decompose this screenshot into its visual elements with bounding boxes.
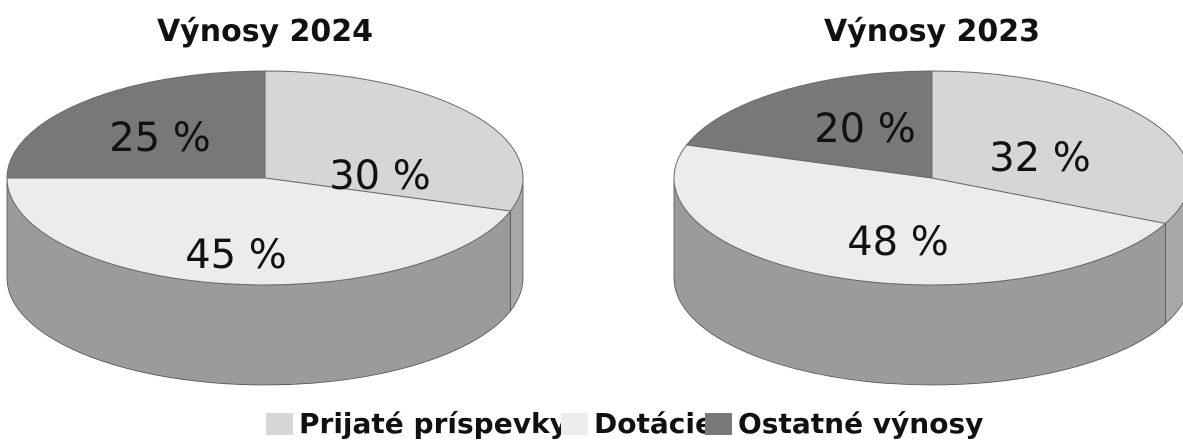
chart-title-2024: Výnosy 2024: [157, 14, 373, 49]
pie-label-dotacie: 48 %: [847, 219, 949, 265]
pie-label-dotacie: 45 %: [185, 232, 287, 278]
legend-label-ostatne-vynosy: Ostatné výnosy: [738, 407, 983, 440]
pie-label-prijate-prispevky: 30 %: [329, 153, 431, 199]
legend: Prijaté príspevky Dotácie Ostatné výnosy: [266, 407, 983, 440]
chart-title-2023: Výnosy 2023: [824, 14, 1040, 49]
legend-label-prijate-prispevky: Prijaté príspevky: [299, 407, 568, 440]
legend-label-dotacie: Dotácie: [594, 407, 714, 440]
legend-swatch-ostatne-vynosy: [705, 413, 732, 435]
pie-label-prijate-prispevky: 32 %: [989, 135, 1091, 181]
pie-chart-2023: 32 % 48 % 20 %: [674, 71, 1183, 385]
legend-swatch-prijate-prispevky: [266, 413, 293, 435]
pie-chart-2024: 30 % 45 % 25 %: [7, 71, 523, 385]
pie-label-ostatne-vynosy: 25 %: [109, 115, 211, 161]
legend-swatch-dotacie: [561, 413, 588, 435]
pie-label-ostatne-vynosy: 20 %: [814, 106, 916, 152]
